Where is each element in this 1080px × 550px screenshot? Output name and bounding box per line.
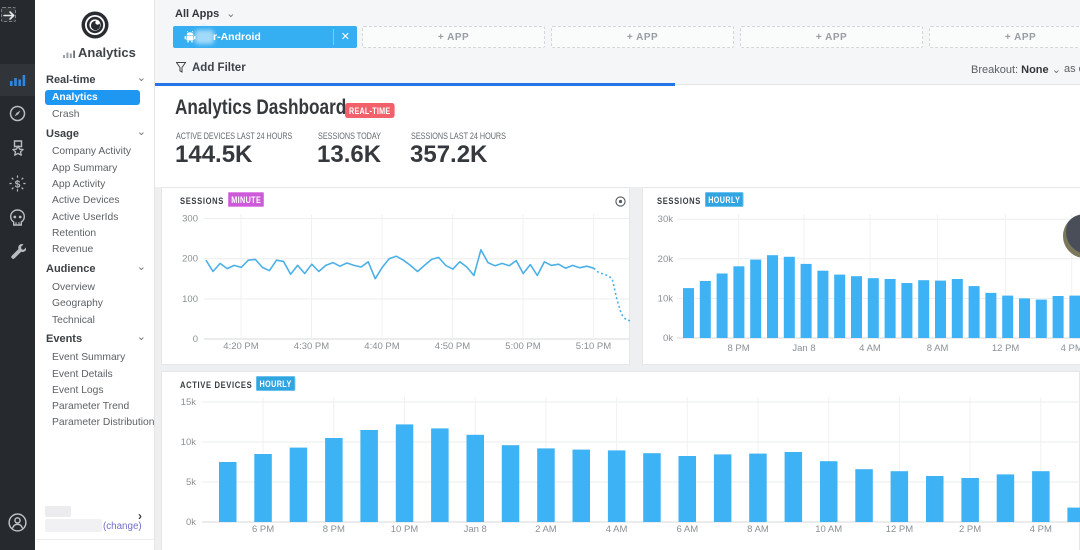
svg-text:4:40 PM: 4:40 PM (364, 341, 399, 352)
svg-text:4:20 PM: 4:20 PM (223, 341, 258, 352)
svg-text:8 AM: 8 AM (927, 343, 949, 354)
svg-text:12 PM: 12 PM (992, 343, 1020, 354)
svg-text:12 PM: 12 PM (886, 524, 914, 535)
svg-text:10 AM: 10 AM (815, 524, 842, 535)
svg-text:2 AM: 2 AM (535, 524, 557, 535)
svg-text:4:50 PM: 4:50 PM (435, 341, 470, 352)
svg-text:10k: 10k (658, 293, 674, 304)
svg-text:5k: 5k (186, 477, 196, 488)
svg-text:300: 300 (182, 214, 198, 225)
svg-text:8 PM: 8 PM (728, 343, 750, 354)
svg-text:4 PM: 4 PM (1030, 524, 1052, 535)
svg-text:6 PM: 6 PM (252, 524, 274, 535)
svg-text:10 PM: 10 PM (391, 524, 419, 535)
svg-text:$: $ (15, 180, 21, 191)
svg-text:5:10 PM: 5:10 PM (576, 341, 611, 352)
svg-text:4 AM: 4 AM (606, 524, 628, 535)
svg-text:0k: 0k (186, 517, 196, 528)
svg-text:0k: 0k (663, 333, 673, 344)
svg-text:4:30 PM: 4:30 PM (294, 341, 329, 352)
svg-text:10k: 10k (181, 437, 197, 448)
svg-text:0: 0 (193, 334, 198, 345)
svg-text:4 AM: 4 AM (859, 343, 881, 354)
svg-text:4 PM: 4 PM (1061, 343, 1080, 354)
svg-text:200: 200 (182, 254, 198, 265)
svg-text:15k: 15k (181, 397, 197, 408)
svg-text:6 AM: 6 AM (676, 524, 698, 535)
svg-text:30k: 30k (658, 214, 674, 225)
svg-text:5:00 PM: 5:00 PM (505, 341, 540, 352)
svg-text:20k: 20k (658, 254, 674, 265)
svg-text:2 PM: 2 PM (959, 524, 981, 535)
svg-text:100: 100 (182, 294, 198, 305)
svg-text:Jan 8: Jan 8 (792, 343, 815, 354)
svg-text:Jan 8: Jan 8 (464, 524, 487, 535)
svg-text:8 AM: 8 AM (747, 524, 769, 535)
svg-text:8 PM: 8 PM (323, 524, 345, 535)
